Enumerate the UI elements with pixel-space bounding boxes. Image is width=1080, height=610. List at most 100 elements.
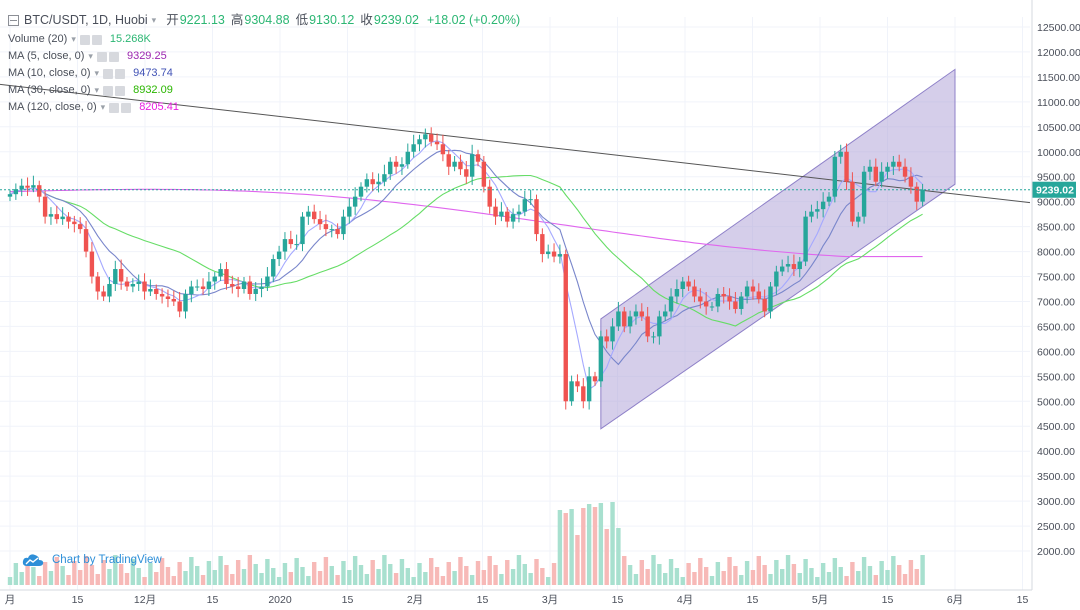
- candle-body: [581, 386, 586, 402]
- candle-body: [165, 296, 171, 299]
- volume-bar: [844, 576, 849, 585]
- indicator-row-ma10[interactable]: MA (10, close, 0) ▾ 9473.74: [8, 65, 520, 82]
- price-badge: [1032, 181, 1076, 198]
- volume-bar: [165, 567, 171, 585]
- candle-body: [282, 239, 288, 252]
- candle-body: [727, 296, 732, 302]
- candle-body: [142, 281, 147, 292]
- candle-body: [48, 214, 54, 217]
- candle-body: [826, 196, 832, 202]
- volume-bar: [341, 561, 346, 585]
- indicator-label: MA (120, close, 0): [8, 101, 97, 113]
- volume-bar: [505, 560, 510, 585]
- price-axis[interactable]: 12500.00 12000.00 11500.00 11000.00 10500.00…: [1031, 0, 1080, 590]
- candle-body: [60, 216, 65, 220]
- candle-body: [809, 211, 814, 217]
- price-tick-label: 6000.00: [1037, 346, 1075, 358]
- settings-icon[interactable]: [109, 102, 120, 113]
- chart-legend: BTC/USDT, 1D, Huobi ▾ 开 9221.13 高 9304.88 …: [8, 10, 520, 116]
- volume-bar: [528, 573, 533, 585]
- change-value: +18.02 (+0.20%): [427, 12, 521, 27]
- chevron-down-icon[interactable]: ▾: [94, 85, 100, 95]
- volume-bar: [674, 568, 680, 585]
- price-tick-label: 4500.00: [1037, 421, 1075, 433]
- candle-body: [908, 176, 914, 187]
- time-tick-label: 15: [882, 594, 894, 606]
- tradingview-watermark[interactable]: Chart by TradingView: [22, 553, 162, 567]
- volume-bar: [803, 559, 808, 585]
- candle-body: [803, 216, 808, 262]
- parallel-channel[interactable]: [600, 68, 956, 430]
- volume-bar: [534, 559, 539, 585]
- chevron-down-icon[interactable]: ▾: [71, 34, 76, 44]
- volume-bar: [370, 560, 375, 585]
- candle-body: [376, 181, 381, 185]
- candle-body: [329, 229, 334, 231]
- candle-body: [183, 293, 188, 312]
- candle-body: [347, 206, 352, 217]
- volume-bar: [265, 559, 270, 585]
- indicator-value: 8205.41: [139, 101, 179, 113]
- close-icon[interactable]: [115, 85, 126, 96]
- volume-bar: [224, 565, 229, 585]
- candle-body: [721, 293, 726, 297]
- candle-body: [838, 151, 843, 157]
- volume-bar: [183, 571, 188, 585]
- indicator-row-ma5[interactable]: MA (5, close, 0) ▾ 9329.25: [8, 48, 520, 65]
- chevron-down-icon[interactable]: ▾: [100, 102, 106, 112]
- volume-bar: [142, 577, 147, 585]
- candle-body: [575, 381, 580, 387]
- candle-body: [522, 199, 527, 212]
- volume-bar: [797, 573, 802, 585]
- symbol-row: BTC/USDT, 1D, Huobi ▾ 开 9221.13 高 9304.88 …: [8, 10, 520, 30]
- last-price-line: 9239.02: [0, 181, 1076, 198]
- price-tick-label: 3000.00: [1037, 496, 1075, 508]
- chevron-down-icon[interactable]: ▾: [151, 14, 157, 25]
- volume-bar: [230, 574, 235, 585]
- settings-icon[interactable]: [103, 68, 114, 79]
- volume-bar: [352, 556, 358, 585]
- candle-body: [505, 211, 510, 222]
- settings-icon[interactable]: [79, 34, 90, 45]
- indicator-value: 8932.09: [133, 84, 173, 96]
- candle-body: [768, 286, 773, 312]
- chevron-down-icon[interactable]: ▾: [88, 51, 93, 61]
- indicator-value: 15.268K: [109, 33, 151, 45]
- volume-bar: [663, 573, 668, 585]
- close-icon[interactable]: [108, 51, 119, 62]
- volume-bar: [744, 561, 750, 585]
- indicator-row-ma120[interactable]: MA (120, close, 0) ▾ 8205.41: [8, 99, 520, 116]
- price-tick-label: 10000.00: [1037, 147, 1080, 159]
- candle-body: [118, 269, 124, 282]
- candle-body: [25, 185, 30, 188]
- volume-bar: [469, 575, 475, 585]
- low-label: 低: [295, 12, 309, 27]
- indicator-value: 9329.25: [126, 50, 167, 62]
- chevron-down-icon[interactable]: ▾: [94, 68, 100, 78]
- volume-bar: [586, 504, 592, 585]
- candle-body: [622, 311, 627, 327]
- volume-bar: [306, 576, 311, 585]
- price-tick-label: 5000.00: [1037, 396, 1075, 408]
- time-axis[interactable]: 月 15 12月 15 2020 15 2月 15 3月 15 4月 15 5月 15 6月 15: [0, 589, 1032, 606]
- close-icon[interactable]: [121, 102, 132, 113]
- candle-body: [902, 166, 908, 177]
- collapse-icon[interactable]: [8, 14, 19, 26]
- candle-body: [31, 185, 36, 188]
- volume-bar: [464, 566, 469, 585]
- close-icon[interactable]: [115, 68, 126, 79]
- settings-icon[interactable]: [96, 51, 107, 62]
- close-icon[interactable]: [91, 34, 102, 45]
- trend-line[interactable]: [0, 83, 1031, 204]
- candle-body: [464, 169, 469, 177]
- candle-body: [674, 289, 680, 297]
- candle-body: [469, 154, 475, 177]
- indicator-row-ma30[interactable]: MA (30, close, 0) ▾ 8932.09: [8, 82, 520, 99]
- indicator-row-volume[interactable]: Volume (20) ▾ 15.268K: [8, 31, 520, 48]
- price-tick-label: 11500.00: [1037, 72, 1080, 84]
- candle-body: [797, 261, 802, 270]
- candle-body: [569, 381, 574, 402]
- settings-icon[interactable]: [103, 85, 114, 96]
- candle-body: [317, 219, 323, 225]
